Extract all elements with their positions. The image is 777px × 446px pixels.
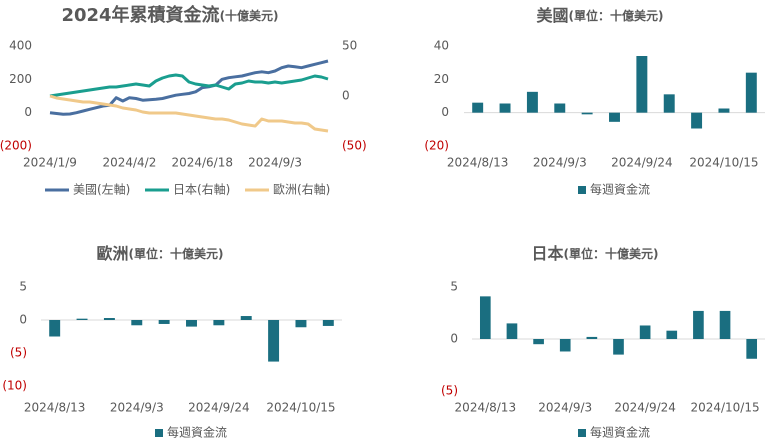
bar: [49, 320, 61, 337]
bar: [268, 320, 280, 362]
y-tick-label: (200): [0, 139, 32, 153]
bar: [718, 108, 730, 113]
bar: [609, 112, 620, 122]
bar: [158, 320, 170, 324]
bar: [472, 102, 484, 113]
y-tick-label: 0: [24, 105, 32, 119]
y-tick-label: 5: [19, 280, 27, 294]
bar: [636, 56, 648, 113]
y-tick-label: 20: [434, 72, 449, 86]
y-tick-label: 0: [19, 313, 27, 327]
legend-label: 歐洲(右軸): [273, 182, 330, 197]
x-tick-label: 2024/8/13: [447, 156, 509, 170]
bar: [295, 320, 307, 328]
legend-label: 日本(右軸): [173, 182, 230, 197]
bar: [533, 339, 544, 345]
chart: 日本(單位：十億美元) 5 0 (5) 2024/8/13 2024/9/3 2024/9/…: [441, 244, 765, 440]
bar: [586, 336, 598, 339]
bar: [745, 72, 757, 113]
legend-label: 美國(左軸): [73, 182, 130, 197]
x-tick-label: 2024/10/15: [689, 156, 758, 170]
chart: 美國(單位：十億美元) 40 20 0 (20) 2024/8/13 2024/9/3 202…: [424, 6, 765, 197]
legend-label: 每週資金流: [590, 425, 650, 440]
title-main: 2024年累積資金流: [61, 4, 219, 26]
y2-tick-label: 50: [342, 39, 357, 53]
y-tick-label: (20): [424, 139, 449, 153]
y-tick-label: 5: [450, 280, 458, 294]
title-main: 歐洲: [97, 244, 129, 263]
x-tick-label: 2024/6/18: [171, 156, 233, 170]
bar: [499, 103, 511, 113]
chart-title: 歐洲(單位：十億美元): [97, 244, 224, 263]
y-tick-label: 200: [9, 72, 32, 86]
bar: [559, 339, 571, 352]
x-tick-label: 2024/9/24: [611, 156, 673, 170]
y-tick-label: (5): [441, 384, 458, 398]
bar: [186, 320, 197, 327]
x-tick-label: 2024/4/2: [102, 156, 156, 170]
y-tick-label: 0: [450, 332, 458, 346]
bar: [719, 310, 731, 339]
chart-title: 2024年累積資金流(十億美元): [61, 4, 278, 26]
bar: [526, 91, 538, 113]
y-tick-label: (10): [2, 379, 27, 393]
chart-title: 美國(單位：十億美元): [537, 6, 664, 25]
legend-swatch: [578, 186, 586, 194]
line-series: [49, 94, 329, 133]
line-series: [49, 59, 329, 116]
x-tick-label: 2024/10/15: [690, 401, 759, 415]
x-tick-label: 2024/1/9: [23, 156, 77, 170]
x-tick-label: 2024/8/13: [455, 401, 517, 415]
y-tick-label: 0: [441, 105, 449, 119]
bar: [322, 320, 334, 326]
title-main: 日本: [532, 244, 564, 263]
bar: [639, 325, 651, 339]
legend-swatch: [578, 429, 586, 437]
title-unit: (單位：十億美元): [564, 246, 659, 261]
legend-label: 每週資金流: [590, 182, 650, 197]
bar: [103, 318, 115, 320]
x-tick-label: 2024/9/24: [614, 401, 676, 415]
line-series: [49, 73, 329, 98]
bar: [240, 316, 252, 320]
title-main: 美國: [537, 6, 569, 25]
title-unit: (單位：十億美元): [129, 246, 224, 261]
bar: [666, 330, 678, 339]
x-tick-label: 2024/9/3: [248, 156, 302, 170]
x-tick-label: 2024/10/15: [266, 401, 335, 415]
bar: [131, 320, 143, 326]
chart: 2024年累積資金流(十億美元) 400 200 0 (200) 50 0 (50) 2024/…: [0, 4, 367, 197]
y-tick-label: 400: [9, 39, 32, 53]
legend-label: 每週資金流: [167, 425, 227, 440]
x-tick-label: 2024/9/3: [538, 401, 592, 415]
y2-tick-label: (50): [342, 139, 367, 153]
bar: [613, 339, 624, 355]
bar: [693, 310, 704, 339]
chart: 歐洲(單位：十億美元) 5 0 (5) (10) 2024/8/13 2024/9/3 202…: [2, 244, 342, 440]
bar: [554, 103, 566, 113]
y-tick-label: (5): [10, 346, 27, 360]
bar: [581, 112, 593, 115]
y2-tick-label: 0: [342, 89, 350, 103]
bar: [746, 339, 758, 359]
x-tick-label: 2024/9/3: [533, 156, 587, 170]
x-tick-label: 2024/8/13: [24, 401, 86, 415]
bar: [663, 94, 675, 113]
bar: [479, 296, 491, 339]
title-unit: (十億美元): [220, 8, 279, 23]
title-unit: (單位：十億美元): [569, 8, 664, 23]
x-tick-label: 2024/9/3: [110, 401, 164, 415]
legend-swatch: [155, 429, 163, 437]
bar: [506, 323, 518, 339]
y-tick-label: 40: [434, 39, 449, 53]
bar: [213, 320, 225, 326]
x-tick-label: 2024/9/24: [188, 401, 250, 415]
chart-title: 日本(單位：十億美元): [532, 244, 659, 263]
bar: [691, 112, 703, 129]
bar: [76, 318, 88, 320]
